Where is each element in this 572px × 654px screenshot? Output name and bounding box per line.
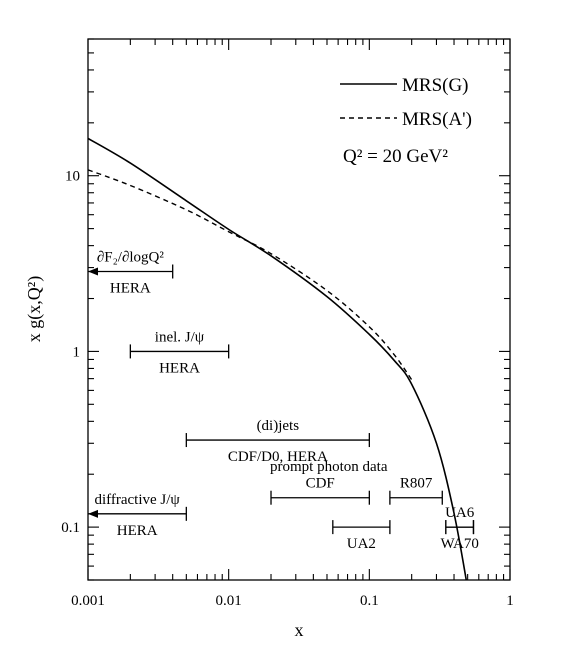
data-curves <box>88 137 468 580</box>
x-axis-title: x <box>295 620 304 640</box>
legend-label-series-1: MRS(A') <box>402 109 472 130</box>
range-label-top: diffractive J/ψ <box>94 492 180 508</box>
range-label-top: CDF <box>306 476 335 492</box>
range-label-bottom: WA70 <box>441 536 479 552</box>
y-tick-label: 10 <box>65 169 80 185</box>
range-cdf-photon: CDF <box>270 476 370 505</box>
measurement-ranges: ∂F₂/∂logQ² HERA inel. J/ψ HERA (di)jets CDF/D… <box>88 249 479 552</box>
legend-note: Q² = 20 GeV² <box>343 146 448 167</box>
series-line-1 <box>88 169 413 381</box>
range-label-bottom: UA2 <box>347 536 376 552</box>
range-label-top: R807 <box>400 476 433 492</box>
plot-frame <box>87 38 511 581</box>
range-label-top: ∂F₂/∂logQ² <box>97 249 165 265</box>
axis-tick-labels: 0.001 0.01 0.1 1 0.1 1 10 <box>61 169 514 609</box>
group-label-prompt-photon: prompt photon data <box>270 459 388 475</box>
range-label-top: inel. J/ψ <box>155 329 205 345</box>
legend-label-series-0: MRS(G) <box>402 75 469 96</box>
range-ua6: UA6 <box>445 505 475 535</box>
range-wa70: WA70 <box>441 520 479 552</box>
x-tick-label: 0.01 <box>216 593 242 609</box>
legend: MRS(G) MRS(A') Q² = 20 GeV² <box>340 75 472 167</box>
range-label-bottom: HERA <box>117 523 158 539</box>
y-axis-title: x g(x,Q²) <box>24 276 45 342</box>
range-label-bottom: HERA <box>159 360 200 376</box>
x-tick-label: 0.1 <box>360 593 379 609</box>
range-jpsi: inel. J/ψ HERA <box>129 329 230 376</box>
series-line-0 <box>88 137 468 580</box>
axis-ticks <box>87 38 511 581</box>
x-tick-label: 1 <box>506 593 514 609</box>
range-ua2: UA2 <box>332 520 391 552</box>
y-tick-label: 1 <box>73 344 81 360</box>
range-dis: ∂F₂/∂logQ² HERA <box>88 249 174 296</box>
range-arrow-head <box>88 267 98 276</box>
range-diffractive: diffractive J/ψ HERA <box>88 492 187 539</box>
y-tick-label: 0.1 <box>61 520 80 536</box>
range-label-top: (di)jets <box>257 418 300 434</box>
range-dijets: (di)jets CDF/D0, HERA <box>185 418 370 465</box>
range-label-bottom: CDF/D0, HERA <box>228 449 328 465</box>
x-tick-label: 0.001 <box>71 593 105 609</box>
range-r807: R807 <box>389 476 443 505</box>
range-arrow-head <box>88 509 98 518</box>
range-label-top: UA6 <box>445 505 475 521</box>
range-label-bottom: HERA <box>110 280 151 296</box>
